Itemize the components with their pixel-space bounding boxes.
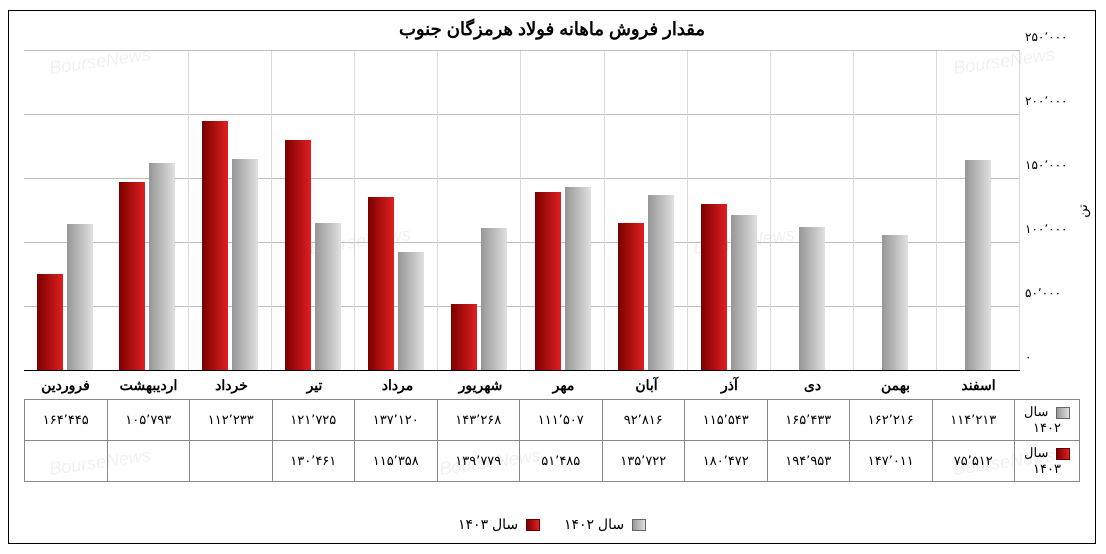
legend-label: سال ۱۴۰۳ [458, 516, 518, 532]
swatch-red-icon [526, 519, 540, 531]
swatch-red-icon [1056, 448, 1070, 460]
cell: ۱۱۱٬۵۰۷ [520, 400, 603, 441]
month-group [605, 51, 688, 370]
cell: ۱۰۵٬۷۹۳ [107, 400, 190, 441]
x-label: آذر [688, 373, 771, 394]
x-label: اسفند [937, 373, 1020, 394]
y-tick: ۲۰۰٬۰۰۰ [1025, 94, 1085, 108]
table-row: سال ۱۴۰۲ ۱۱۴٬۲۱۳ ۱۶۲٬۲۱۶ ۱۶۵٬۴۳۳ ۱۱۵٬۵۴۳… [25, 400, 1080, 441]
bar-series1 [535, 192, 561, 370]
chart-container: BourseNews BourseNews BourseNews BourseN… [8, 10, 1096, 544]
bar-series1 [285, 140, 311, 370]
bar-series1 [618, 223, 644, 370]
cell: ۵۱٬۴۸۵ [520, 441, 603, 482]
y-axis: ۰ ۵۰٬۰۰۰ ۱۰۰٬۰۰۰ ۱۵۰٬۰۰۰ ۲۰۰٬۰۰۰ ۲۵۰٬۰۰۰ [1025, 51, 1085, 371]
legend: سال ۱۴۰۲ سال ۱۴۰۳ [9, 516, 1095, 533]
cell: ۱۳۵٬۷۲۲ [602, 441, 685, 482]
series-head: سال ۱۴۰۲ [1015, 400, 1080, 441]
month-group [106, 51, 189, 370]
cell: ۹۲٬۸۱۶ [602, 400, 685, 441]
y-tick: ۲۵۰٬۰۰۰ [1025, 30, 1085, 44]
cell: ۱۱۵٬۵۴۳ [685, 400, 768, 441]
y-tick: ۵۰٬۰۰۰ [1025, 286, 1085, 300]
bars-area [24, 51, 1020, 371]
cell: ۱۱۴٬۲۱۳ [932, 400, 1015, 441]
cell: ۱۳۷٬۱۲۰ [355, 400, 438, 441]
month-group [771, 51, 854, 370]
bar-series1 [37, 274, 63, 370]
swatch-gray-icon [1056, 407, 1070, 419]
month-group [937, 51, 1020, 370]
cell: ۱۸۰٬۴۷۲ [685, 441, 768, 482]
month-group [854, 51, 937, 370]
series-head: سال ۱۴۰۳ [1015, 441, 1080, 482]
cell: ۱۳۰٬۴۶۱ [272, 441, 355, 482]
cell: ۱۴۷٬۰۱۱ [850, 441, 933, 482]
bar-series0 [481, 228, 507, 370]
x-label: شهریور [439, 373, 522, 394]
cell: ۱۴۳٬۲۶۸ [437, 400, 520, 441]
month-group [521, 51, 604, 370]
x-label: تیر [273, 373, 356, 394]
cell [25, 441, 108, 482]
bar-series1 [119, 182, 145, 370]
bar-series1 [701, 204, 727, 370]
month-group [272, 51, 355, 370]
chart-title: مقدار فروش ماهانه فولاد هرمزگان جنوب [9, 11, 1095, 44]
x-label: بهمن [854, 373, 937, 394]
bar-series0 [67, 224, 93, 370]
cell [107, 441, 190, 482]
bar-series0 [565, 187, 591, 370]
x-label: فروردین [24, 373, 107, 394]
cell [190, 441, 273, 482]
cell: ۱۶۲٬۲۱۶ [850, 400, 933, 441]
bar-series0 [149, 163, 175, 370]
x-axis-labels: فروردیناردیبهشتخردادتیرمردادشهریورمهرآبا… [24, 373, 1020, 394]
legend-item: سال ۱۴۰۳ [458, 516, 540, 533]
cell: ۱۱۵٬۳۵۸ [355, 441, 438, 482]
x-label: آبان [605, 373, 688, 394]
cell: ۱۹۴٬۹۵۳ [767, 441, 850, 482]
bar-series0 [731, 215, 757, 370]
cell: ۱۱۲٬۲۳۳ [190, 400, 273, 441]
bar-series0 [232, 159, 258, 370]
y-tick: ۰ [1025, 350, 1085, 364]
month-group [355, 51, 438, 370]
legend-label: سال ۱۴۰۲ [564, 516, 624, 532]
x-label: مهر [522, 373, 605, 394]
x-label: دی [771, 373, 854, 394]
table-row: سال ۱۴۰۳ ۷۵٬۵۱۲ ۱۴۷٬۰۱۱ ۱۹۴٬۹۵۳ ۱۸۰٬۴۷۲ … [25, 441, 1080, 482]
x-label: مرداد [356, 373, 439, 394]
bar-series0 [315, 223, 341, 370]
data-table: سال ۱۴۰۲ ۱۱۴٬۲۱۳ ۱۶۲٬۲۱۶ ۱۶۵٬۴۳۳ ۱۱۵٬۵۴۳… [24, 399, 1080, 482]
month-group [438, 51, 521, 370]
month-group [189, 51, 272, 370]
bar-series0 [398, 252, 424, 370]
y-tick: ۱۰۰٬۰۰۰ [1025, 222, 1085, 236]
bar-series0 [799, 227, 825, 370]
y-tick: ۱۵۰٬۰۰۰ [1025, 158, 1085, 172]
swatch-gray-icon [632, 519, 646, 531]
cell: ۱۶۴٬۴۴۵ [25, 400, 108, 441]
bar-series0 [648, 195, 674, 370]
x-label: اردیبهشت [107, 373, 190, 394]
cell: ۱۳۹٬۷۷۹ [437, 441, 520, 482]
cell: ۱۲۱٬۷۲۵ [272, 400, 355, 441]
plot-area: تن ۰ ۵۰٬۰۰۰ ۱۰۰٬۰۰۰ ۱۵۰٬۰۰۰ ۲۰۰٬۰۰۰ ۲۵۰٬… [24, 51, 1020, 371]
month-group [24, 51, 106, 370]
bar-series0 [965, 160, 991, 370]
cell: ۷۵٬۵۱۲ [932, 441, 1015, 482]
bar-series1 [202, 121, 228, 370]
bar-series1 [451, 304, 477, 370]
cell: ۱۶۵٬۴۳۳ [767, 400, 850, 441]
legend-item: سال ۱۴۰۲ [564, 516, 646, 533]
bar-series0 [882, 235, 908, 370]
bar-series1 [368, 197, 394, 370]
month-group [688, 51, 771, 370]
x-label: خرداد [190, 373, 273, 394]
